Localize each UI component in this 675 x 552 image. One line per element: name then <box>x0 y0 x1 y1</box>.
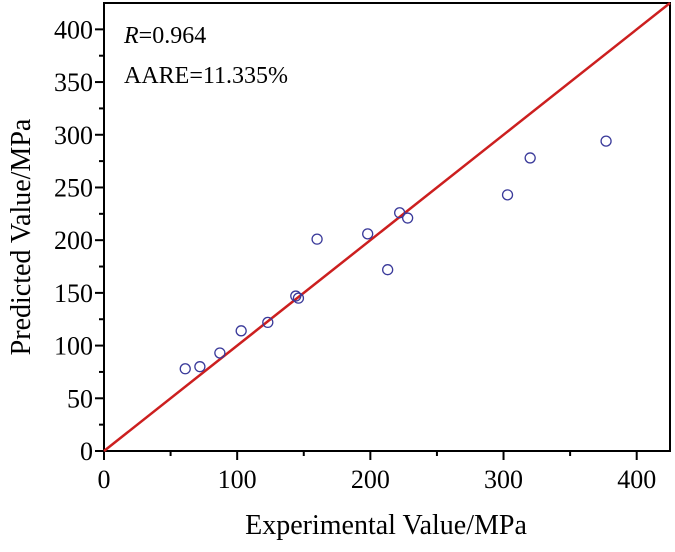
r-value: =0.964 <box>139 23 207 49</box>
x-tick-label: 200 <box>351 465 390 494</box>
x-tick-label: 300 <box>484 465 523 494</box>
y-tick-label: 100 <box>54 332 93 361</box>
y-tick-label: 350 <box>54 68 93 97</box>
data-point <box>235 325 247 337</box>
y-tick-label: 0 <box>80 437 93 466</box>
plot-area-frame <box>103 2 671 452</box>
y-tick-label: 150 <box>54 279 93 308</box>
y-axis-title: Predicted Value/MPa <box>6 118 37 355</box>
x-axis-ticks: 0 100 200 300 400 <box>98 451 656 494</box>
data-points <box>179 135 612 375</box>
data-point <box>524 152 536 164</box>
data-point <box>214 347 226 359</box>
y-tick-label: 200 <box>54 226 93 255</box>
y-axis-ticks: 0 50 100 150 200 250 300 350 400 <box>54 15 104 466</box>
y-tick-label: 300 <box>54 121 93 150</box>
data-point <box>394 207 406 219</box>
x-tick-label: 100 <box>218 465 257 494</box>
correlation-annotation: R=0.964 <box>123 23 206 49</box>
data-point <box>600 135 612 147</box>
x-axis-title: Experimental Value/MPa <box>245 510 527 541</box>
data-point <box>262 316 274 329</box>
aare-annotation: AARE=11.335% <box>124 63 288 89</box>
data-point <box>290 290 302 302</box>
x-tick-label: 0 <box>98 465 111 494</box>
x-tick-label: 400 <box>617 465 656 494</box>
data-point <box>501 189 514 201</box>
reference-line-y-equals-x <box>103 2 671 452</box>
data-point <box>382 264 394 276</box>
data-point <box>401 212 414 224</box>
y-tick-label: 400 <box>54 15 93 44</box>
data-point <box>194 361 206 373</box>
r-symbol: R <box>123 23 139 49</box>
y-tick-label: 250 <box>54 173 93 202</box>
y-tick-label: 50 <box>67 384 93 413</box>
data-point <box>179 363 191 375</box>
data-point <box>292 292 305 304</box>
data-point <box>311 233 323 245</box>
data-point <box>362 228 374 240</box>
